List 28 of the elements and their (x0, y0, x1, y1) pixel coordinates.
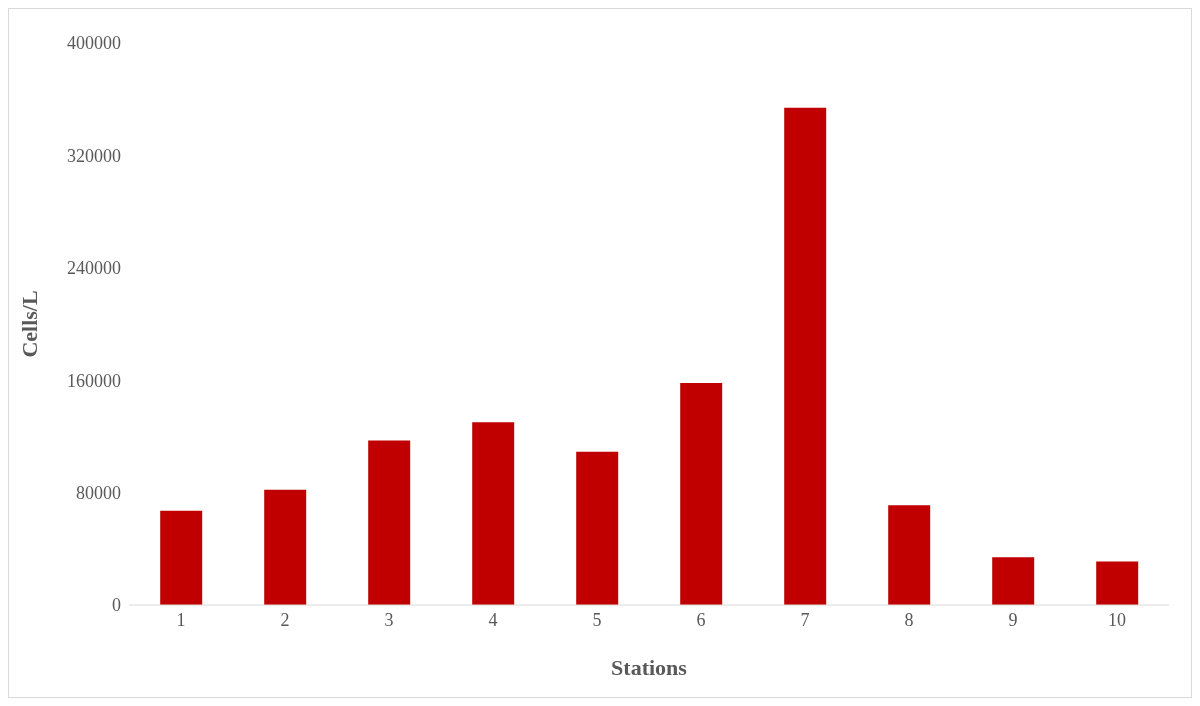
x-tick-label: 1 (176, 609, 186, 630)
x-axis-title: Stations (611, 655, 688, 680)
y-tick-label: 160000 (67, 370, 121, 391)
bar (368, 440, 411, 605)
y-tick-label: 80000 (76, 482, 121, 503)
bar (472, 422, 515, 605)
x-tick-label: 8 (904, 609, 914, 630)
y-tick-label: 320000 (67, 145, 121, 166)
bar (992, 557, 1035, 605)
y-tick-label: 0 (112, 595, 121, 616)
bar (680, 383, 723, 605)
x-tick-label: 4 (488, 609, 498, 630)
x-tick-label: 3 (384, 609, 394, 630)
x-tick-label: 7 (800, 609, 810, 630)
x-tick-label: 10 (1108, 609, 1126, 630)
x-tick-label: 2 (280, 609, 290, 630)
bar (888, 505, 931, 605)
bar (264, 489, 307, 605)
y-axis-title: Cells/L (16, 290, 42, 358)
bar (576, 451, 619, 605)
bar (1096, 561, 1139, 605)
x-tick-label: 5 (592, 609, 602, 630)
y-tick-label: 240000 (67, 258, 121, 279)
y-tick-label: 400000 (67, 33, 121, 54)
x-tick-label: 6 (696, 609, 706, 630)
x-tick-label: 9 (1008, 609, 1018, 630)
bar (784, 107, 827, 605)
bar (160, 510, 203, 605)
